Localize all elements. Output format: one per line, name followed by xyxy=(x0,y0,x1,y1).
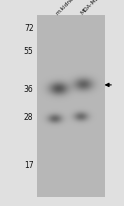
Text: 55: 55 xyxy=(24,47,33,56)
Text: 36: 36 xyxy=(24,84,33,93)
Text: MDA-MB435: MDA-MB435 xyxy=(79,0,108,15)
Text: 17: 17 xyxy=(24,160,33,169)
Text: 28: 28 xyxy=(24,113,33,122)
Text: 72: 72 xyxy=(24,24,33,33)
Text: m.kidney: m.kidney xyxy=(55,0,78,15)
